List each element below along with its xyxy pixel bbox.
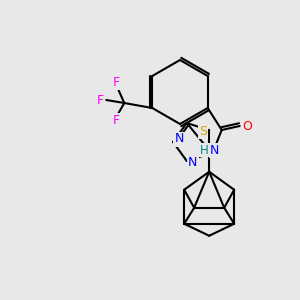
Text: N: N: [210, 143, 219, 157]
Text: H: H: [200, 143, 209, 157]
Text: N: N: [174, 133, 184, 146]
Text: F: F: [113, 76, 120, 88]
Text: S: S: [199, 125, 207, 138]
Text: O: O: [242, 119, 252, 133]
Text: N: N: [188, 155, 197, 169]
Text: F: F: [97, 94, 104, 106]
Text: F: F: [113, 113, 120, 127]
